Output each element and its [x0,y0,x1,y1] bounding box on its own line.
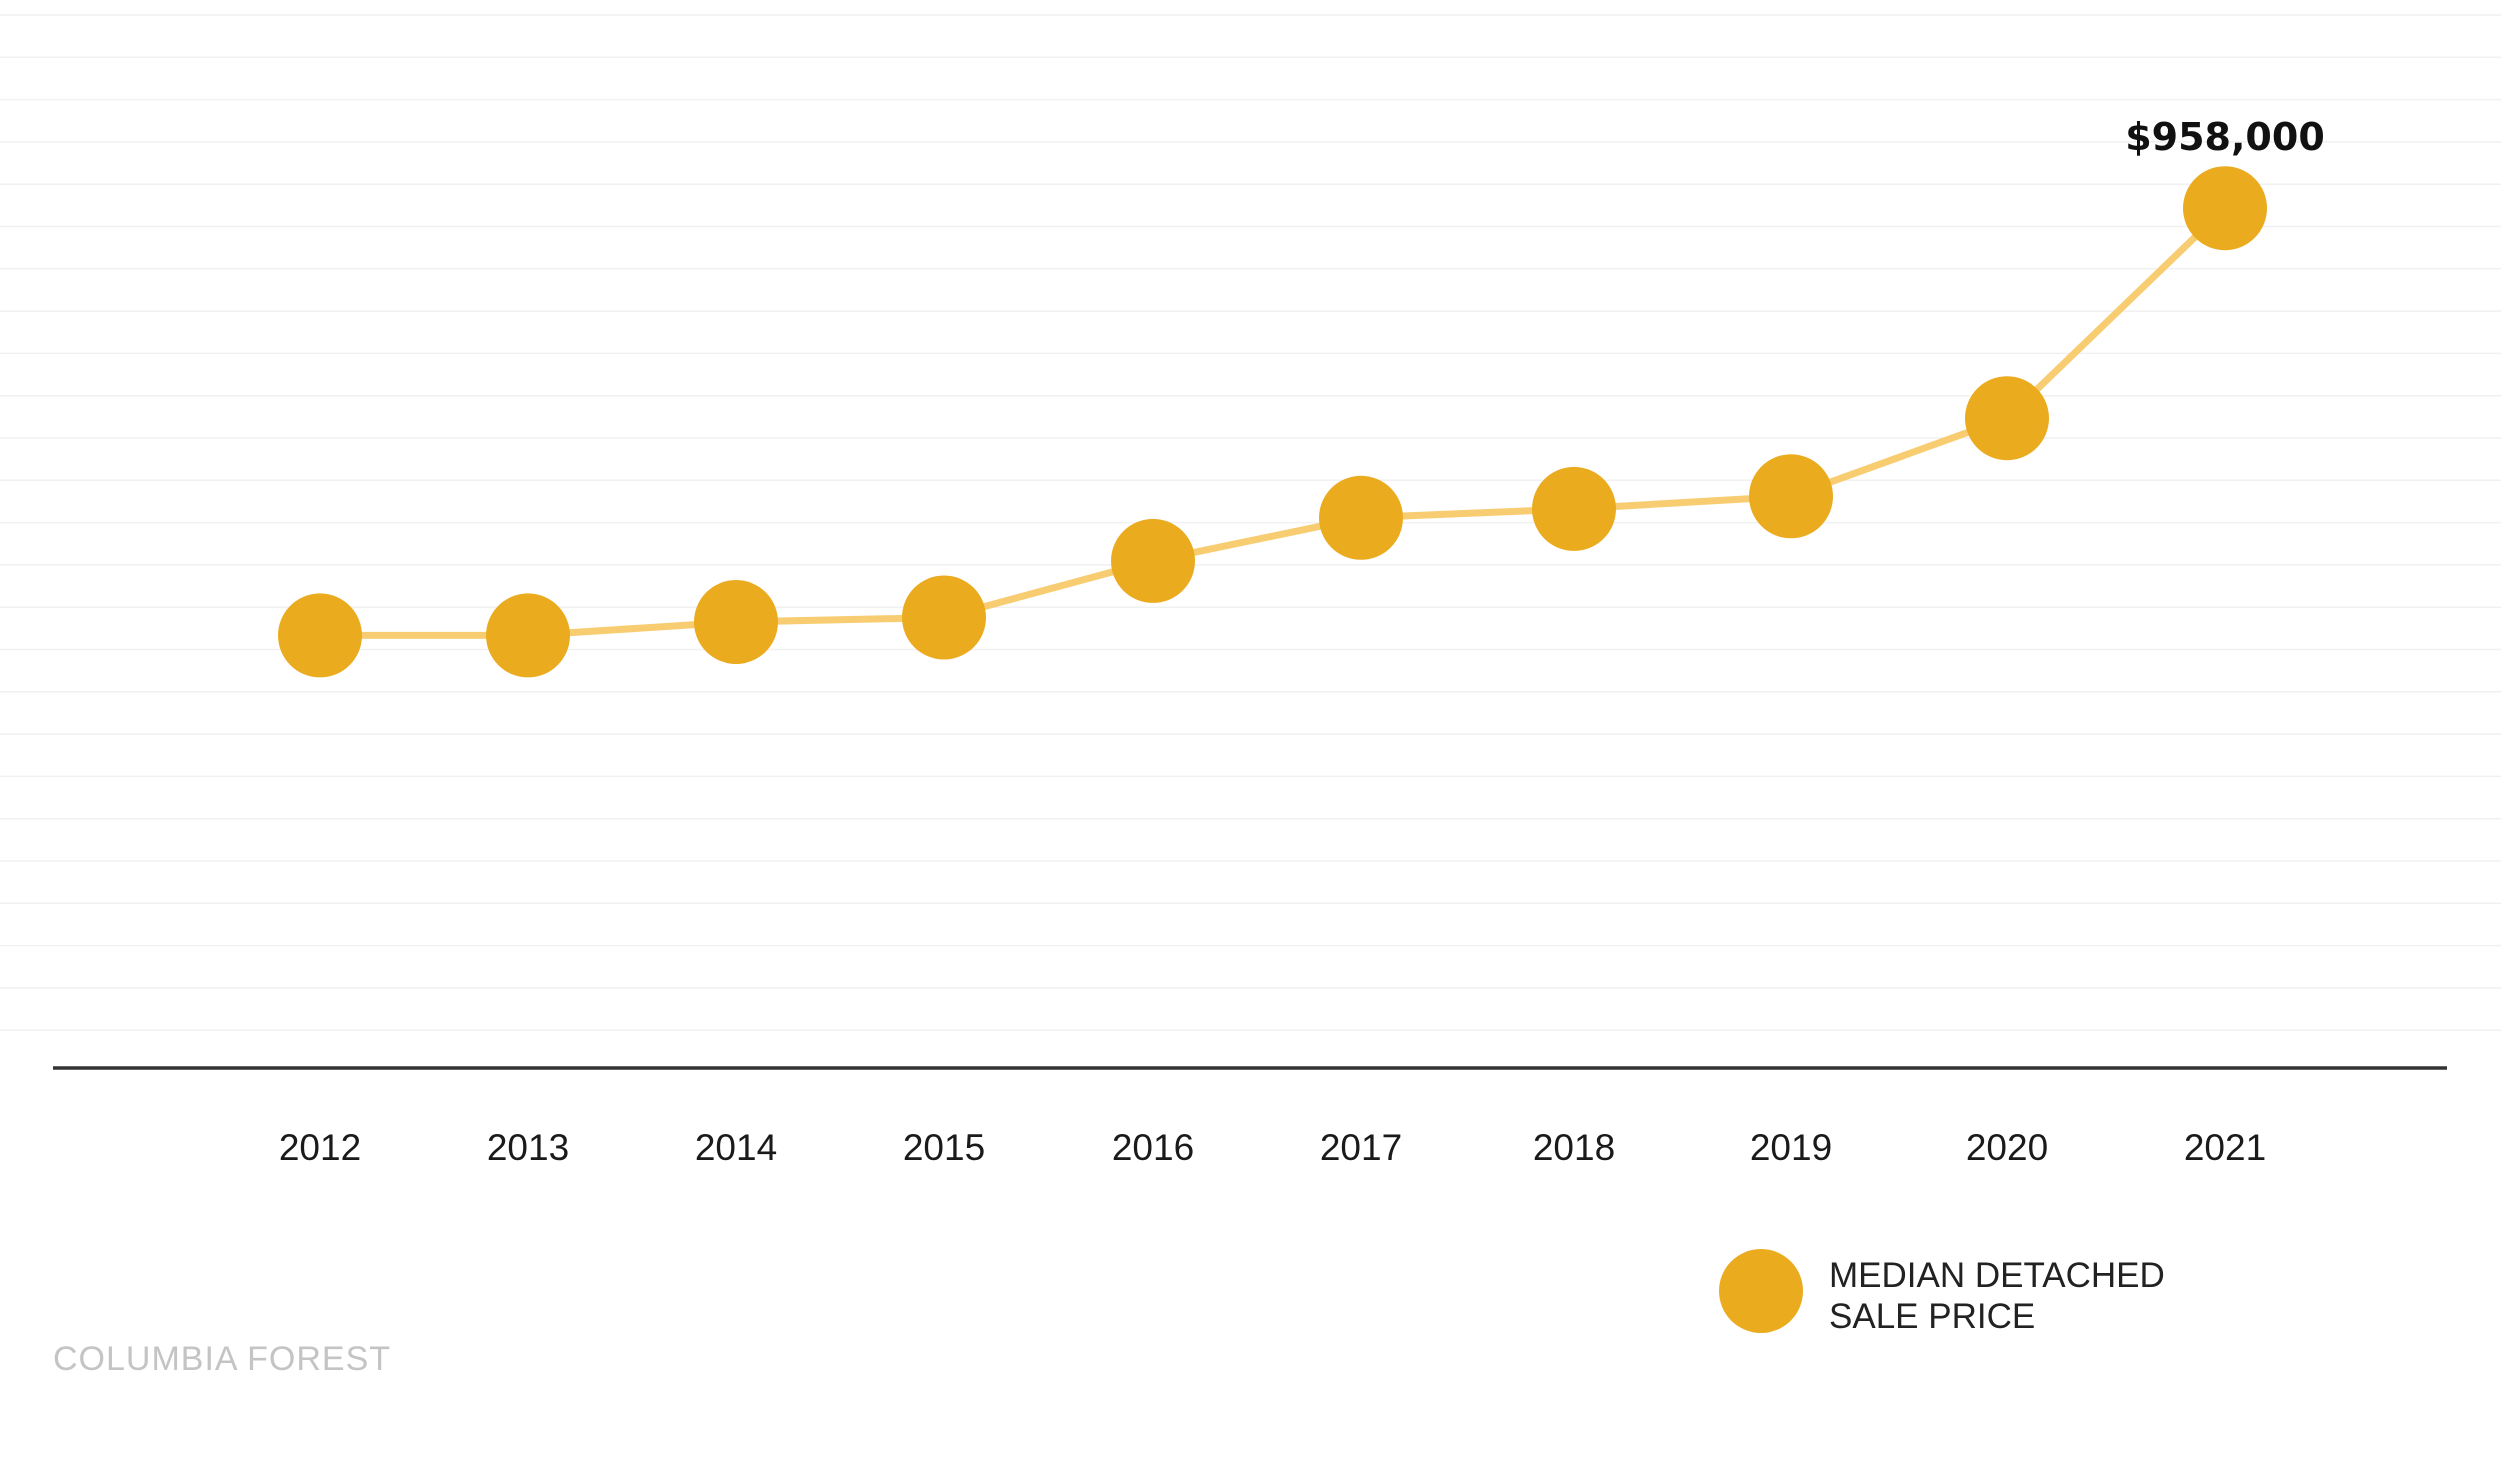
data-point-2021 [2183,166,2267,251]
series-line-median-detached-sale-price [316,204,2229,639]
x-tick-label-2013: 2013 [487,1127,569,1168]
data-point-2015 [902,575,986,660]
x-tick-label-2015: 2015 [903,1127,985,1168]
x-tick-label-2016: 2016 [1112,1127,1194,1168]
data-point-2018 [1532,466,1616,551]
x-tick-label-2012: 2012 [279,1127,361,1168]
brand-label: COLUMBIA FOREST [53,1340,391,1378]
legend-label-line-1: MEDIAN DETACHED [1829,1256,2165,1295]
data-point-2017 [1319,475,1403,560]
x-tick-label-2021: 2021 [2184,1127,2266,1168]
x-tick-label-2019: 2019 [1750,1127,1832,1168]
x-tick-label-2017: 2017 [1320,1127,1402,1168]
legend-label-line-2: SALE PRICE [1829,1297,2035,1336]
data-points [278,166,2267,678]
x-tick-labels: 2012 2013 2014 2015 2016 2017 2018 2019 2020 2021 [279,1127,2266,1168]
data-point-2020 [1965,376,2049,461]
gridlines [0,14,2501,1031]
data-point-2012 [278,593,362,678]
data-point-2013 [486,593,570,678]
x-tick-label-2018: 2018 [1533,1127,1615,1168]
x-tick-label-2020: 2020 [1966,1127,2048,1168]
data-point-2019 [1749,454,1833,539]
legend: MEDIAN DETACHED SALE PRICE [1719,1249,2165,1336]
data-label-2021: $958,000 [2125,115,2325,159]
data-point-2014 [694,580,778,664]
legend-marker [1719,1249,1803,1333]
data-labels: $958,000 [2125,115,2325,159]
data-point-2016 [1111,518,1195,603]
x-tick-label-2014: 2014 [695,1127,777,1168]
